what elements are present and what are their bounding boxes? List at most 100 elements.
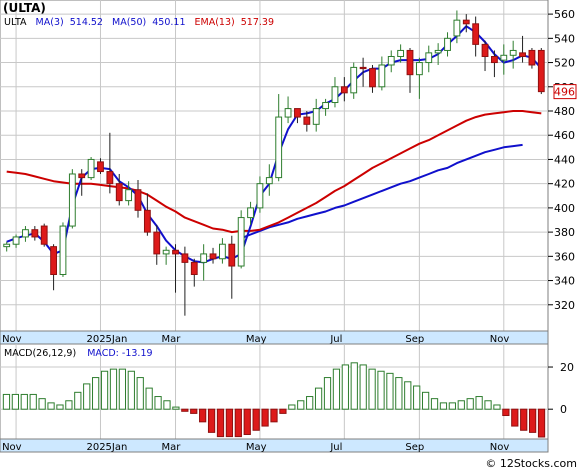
macd-bar <box>243 408 251 435</box>
macd-bar <box>448 402 456 410</box>
macd-bar <box>475 396 483 410</box>
macd-bar <box>207 408 216 433</box>
candle <box>537 49 545 93</box>
legend-ma50-label: MA(50) <box>112 17 146 28</box>
macd-bar <box>92 377 100 410</box>
macd-value-label: MACD: <box>87 348 119 359</box>
candle <box>143 209 151 233</box>
macd-x-tick-label: Sep <box>405 442 424 453</box>
macd-bar <box>413 385 421 410</box>
macd-bar <box>38 398 46 410</box>
candle <box>12 236 20 245</box>
candle <box>462 19 470 25</box>
macd-x-tick-label: Nov <box>490 442 510 453</box>
candle <box>153 231 161 255</box>
candle <box>228 243 236 267</box>
ma3-path <box>6 25 543 264</box>
legend-ema13-value: 517.39 <box>241 17 274 28</box>
macd-bar <box>520 408 528 431</box>
candle <box>359 66 367 70</box>
candle <box>415 62 423 76</box>
macd-bar <box>109 368 118 410</box>
candle <box>247 207 254 219</box>
macd-bar <box>484 400 492 410</box>
macd-bar <box>74 391 82 410</box>
macd-bar <box>359 364 367 410</box>
macd-panel <box>0 343 549 440</box>
price-x-tick-label: Nov <box>490 334 510 345</box>
price-tick-label: 380 <box>554 226 575 239</box>
candle <box>322 102 329 110</box>
macd-tick-label: 0 <box>560 403 567 416</box>
price-tick-label: 320 <box>554 299 575 312</box>
macd-bar <box>261 408 269 427</box>
macd-bar <box>83 383 91 410</box>
candle <box>3 243 11 248</box>
candle <box>256 183 264 209</box>
candle <box>350 66 358 94</box>
macd-bar <box>136 377 144 410</box>
macd-bar <box>29 393 37 410</box>
price-x-tick-label: Mar <box>162 334 182 345</box>
candle <box>331 86 339 104</box>
macd-bar <box>537 408 546 438</box>
macd-bars <box>2 362 546 438</box>
candle <box>219 243 226 260</box>
candle <box>481 43 489 57</box>
candle <box>491 56 498 64</box>
ema13-path <box>6 110 542 234</box>
macd-bar <box>323 377 332 410</box>
macd-bar <box>529 408 537 433</box>
candle <box>509 49 517 56</box>
macd-bar <box>154 396 162 410</box>
ma50-path <box>240 143 523 240</box>
legend-ma50-value: 450.11 <box>152 17 185 28</box>
macd-bar <box>332 368 341 410</box>
macd-bar <box>199 408 207 423</box>
legend-row: ULTA MA(3) 514.52 MA(50) 450.11 EMA(13) … <box>4 17 274 28</box>
price-y-axis: 320340360380400420440460480500520540560 <box>548 8 575 312</box>
candle <box>387 56 395 66</box>
macd-x-axis-strip <box>0 438 549 453</box>
macd-bar <box>181 408 189 412</box>
candle <box>369 68 376 88</box>
candle <box>340 86 348 94</box>
price-tick-label: 340 <box>554 275 575 288</box>
price-tick-label: 480 <box>554 105 575 118</box>
copyright: © 12Stocks.com <box>485 457 577 470</box>
macd-bar <box>511 408 519 427</box>
candle <box>31 229 39 238</box>
macd-bar <box>216 408 225 438</box>
candle <box>406 49 414 76</box>
macd-bar <box>20 393 28 410</box>
macd-bar <box>100 370 109 410</box>
price-tick-label: 460 <box>554 129 575 142</box>
price-tick-label: 400 <box>554 202 575 215</box>
macd-bar <box>118 368 127 410</box>
macd-bar <box>127 370 135 410</box>
macd-bar <box>163 400 171 410</box>
chart-legend: (ULTA) ULTA MA(3) 514.52 MA(50) 450.11 E… <box>3 1 274 28</box>
candle <box>265 177 273 185</box>
macd-bar <box>65 400 73 410</box>
candle <box>172 249 179 255</box>
candle <box>22 229 29 238</box>
price-tick-label: 420 <box>554 178 575 191</box>
macd-bar <box>47 402 55 410</box>
price-tick-label: 540 <box>554 32 575 45</box>
candle <box>237 217 245 267</box>
macd-bar <box>395 377 403 410</box>
candle <box>162 249 170 255</box>
price-x-tick-label: May <box>246 334 267 345</box>
legend-ulta: ULTA <box>4 17 27 28</box>
price-x-tick-label: Sep <box>405 334 424 345</box>
candle <box>78 173 86 179</box>
macd-title: MACD(26,12,9) <box>4 348 76 359</box>
macd-bar <box>56 404 64 410</box>
price-x-tick-label: Nov <box>2 334 22 345</box>
last-price-marker: 496 <box>553 84 577 100</box>
macd-bar <box>172 406 180 410</box>
candle <box>444 37 451 51</box>
